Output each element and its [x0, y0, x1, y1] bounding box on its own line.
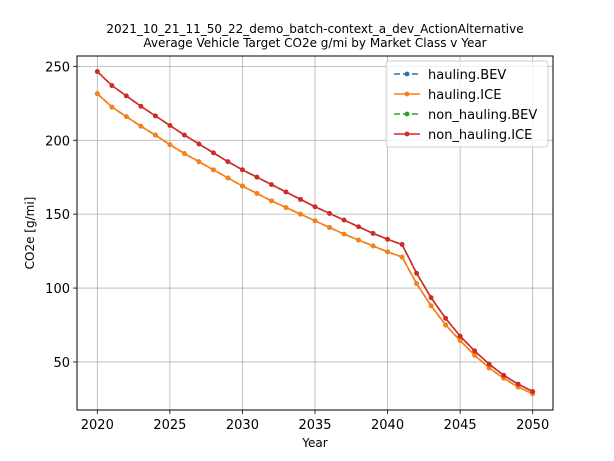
y-tick-label: 100 — [45, 282, 70, 297]
data-point — [109, 104, 115, 110]
y-tick-label: 150 — [45, 208, 70, 223]
legend-label: hauling.BEV — [428, 68, 506, 83]
data-point — [181, 151, 187, 156]
data-point — [240, 167, 245, 173]
data-point — [254, 191, 260, 196]
y-tick-label: 200 — [45, 134, 70, 149]
x-tick-label: 2025 — [153, 418, 186, 433]
data-point — [443, 322, 449, 328]
data-point — [515, 381, 521, 387]
data-point — [356, 237, 361, 243]
data-point — [356, 224, 361, 230]
data-point — [298, 211, 303, 217]
x-tick-label: 2050 — [516, 418, 549, 433]
chart-title-line-1: 2021_10_21_11_50_22_demo_batch-context_a… — [106, 22, 523, 36]
x-tick-label: 2045 — [444, 418, 477, 433]
data-point — [341, 231, 347, 237]
data-point — [283, 189, 289, 195]
legend-marker — [404, 71, 410, 77]
data-point — [385, 236, 390, 242]
data-point — [94, 91, 100, 97]
y-axis-label: CO2e [g/mi] — [23, 197, 37, 270]
series-non-hauling-ice — [94, 69, 536, 394]
legend-label: hauling.ICE — [428, 88, 501, 103]
data-point — [94, 69, 100, 74]
series-layer — [94, 69, 536, 397]
data-point — [428, 295, 434, 301]
data-point — [472, 348, 478, 354]
data-point — [167, 123, 173, 128]
data-point — [486, 361, 492, 367]
axis-ticks: 2020 2025 2030 2035 2040 2045 2050 50 100 150 200 2… — [45, 60, 549, 433]
data-point — [298, 196, 303, 202]
data-point — [428, 303, 434, 309]
data-point — [109, 83, 115, 88]
data-point — [225, 175, 231, 181]
data-point — [181, 132, 187, 138]
legend-box — [385, 60, 549, 148]
y-tick-label: 250 — [45, 60, 70, 75]
data-point — [312, 218, 318, 224]
x-tick-label: 2035 — [298, 418, 331, 433]
data-point — [414, 281, 419, 287]
data-point — [196, 141, 202, 147]
legend-marker — [404, 111, 410, 117]
data-point — [211, 167, 216, 173]
x-tick-label: 2020 — [81, 418, 114, 433]
data-point — [269, 182, 274, 187]
data-point — [341, 217, 347, 223]
legend-label: non_hauling.BEV — [428, 108, 537, 123]
data-point — [225, 159, 231, 165]
data-point — [414, 270, 419, 276]
data-point — [152, 113, 158, 119]
data-point — [283, 205, 289, 210]
data-point — [196, 159, 202, 165]
data-point — [123, 93, 129, 99]
x-tick-label: 2030 — [226, 418, 259, 433]
data-point — [167, 142, 173, 148]
x-axis-label: Year — [301, 436, 327, 450]
data-point — [240, 183, 245, 189]
series-hauling-ice — [94, 91, 536, 397]
data-point — [472, 352, 478, 358]
data-point — [370, 243, 376, 249]
data-point — [138, 103, 144, 109]
data-point — [211, 150, 216, 156]
y-tick-label: 50 — [53, 356, 70, 371]
data-point — [457, 333, 463, 339]
legend-marker — [404, 131, 410, 137]
chart-title-line-2: Average Vehicle Target CO2e g/mi by Mark… — [143, 36, 486, 50]
data-point — [152, 132, 158, 138]
legend: hauling.BEV hauling.ICE non_hauling.BEVnon… — [385, 60, 549, 148]
legend-marker — [404, 91, 410, 97]
data-point — [269, 198, 274, 204]
data-point — [327, 225, 332, 230]
data-point — [457, 338, 463, 343]
data-point — [254, 174, 260, 180]
legend-label: non_hauling.ICE — [428, 128, 532, 143]
data-point — [138, 123, 144, 129]
data-point — [486, 365, 492, 371]
data-point — [370, 230, 376, 236]
data-point — [399, 242, 405, 247]
data-point — [530, 389, 536, 394]
data-point — [123, 114, 129, 120]
data-point — [399, 254, 405, 260]
x-tick-label: 2040 — [371, 418, 404, 433]
data-point — [443, 315, 449, 321]
data-point — [312, 204, 318, 210]
data-point — [327, 211, 332, 216]
data-point — [385, 249, 390, 255]
data-point — [501, 372, 507, 378]
